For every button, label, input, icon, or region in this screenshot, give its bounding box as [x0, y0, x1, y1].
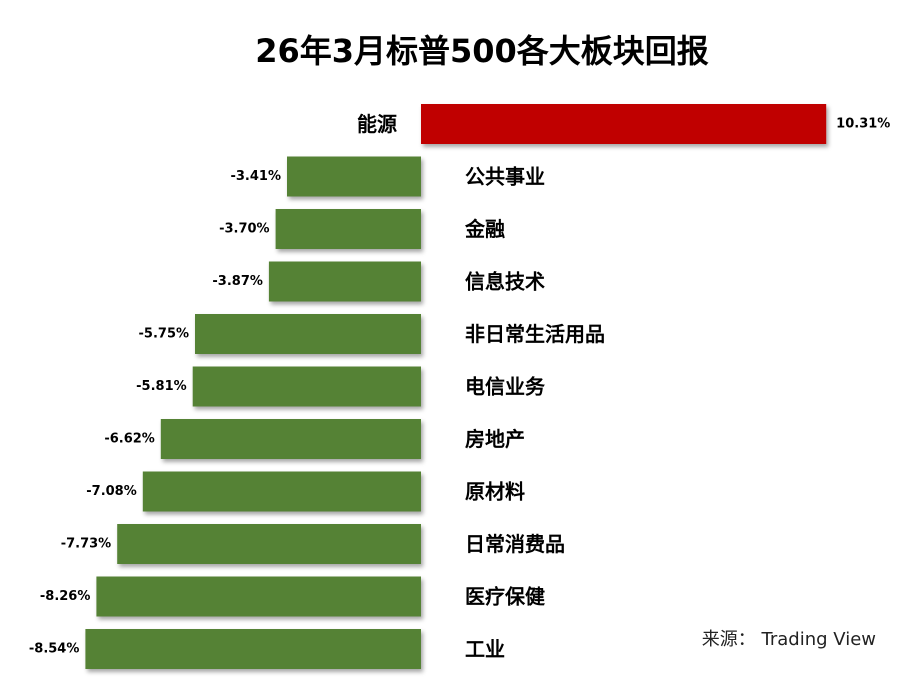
- category-label-9: 医疗保健: [465, 585, 545, 609]
- value-label-9: -8.26%: [40, 589, 91, 604]
- category-label-7: 原材料: [465, 480, 525, 504]
- category-label-0: 能源: [357, 112, 397, 136]
- category-label-6: 房地产: [465, 427, 525, 451]
- value-label-5: -5.81%: [136, 379, 187, 394]
- category-label-4: 非日常生活用品: [465, 322, 605, 346]
- source-note: 来源： Trading View: [701, 629, 876, 650]
- bar-0: [421, 104, 827, 144]
- value-label-3: -3.87%: [212, 274, 263, 289]
- bar-6: [160, 419, 422, 459]
- value-label-0: 10.31%: [836, 117, 890, 132]
- bar-4: [195, 314, 421, 354]
- category-label-5: 电信业务: [465, 375, 546, 399]
- bar-2: [275, 209, 421, 249]
- value-label-7: -7.08%: [86, 484, 137, 499]
- value-label-2: -3.70%: [219, 222, 270, 237]
- bar-10: [85, 629, 422, 669]
- category-label-2: 金融: [464, 217, 505, 241]
- category-label-10: 工业: [465, 637, 505, 661]
- value-label-4: -5.75%: [139, 327, 190, 342]
- bar-1: [287, 156, 421, 197]
- value-label-8: -7.73%: [61, 537, 112, 552]
- bar-7: [142, 471, 422, 512]
- labels-group: 能源 10.31% 公共事业 -3.41% 金融 -3.70% 信息技术 -3.87% 非日常生…: [29, 112, 890, 661]
- bar-9: [96, 576, 422, 617]
- bar-5: [192, 366, 421, 407]
- chart-title: 26年3月标普500各大板块回报: [255, 32, 709, 70]
- bar-8: [117, 524, 421, 564]
- category-label-8: 日常消费品: [465, 532, 565, 556]
- category-label-3: 信息技术: [465, 270, 545, 294]
- bar-3: [268, 261, 421, 302]
- bars-group: [85, 104, 827, 669]
- value-label-10: -8.54%: [29, 642, 80, 657]
- category-label-1: 公共事业: [465, 165, 545, 189]
- value-label-1: -3.41%: [230, 169, 281, 184]
- value-label-6: -6.62%: [104, 432, 155, 447]
